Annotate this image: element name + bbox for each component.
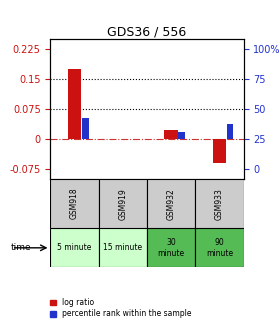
Bar [50, 228, 99, 267]
Bar [99, 228, 147, 267]
Bar [147, 228, 195, 267]
Bar [147, 179, 195, 228]
Bar [213, 139, 226, 163]
Bar [82, 118, 88, 139]
Text: GSM919: GSM919 [118, 188, 127, 219]
Text: GSM933: GSM933 [215, 188, 224, 220]
Text: 30
minute: 30 minute [158, 238, 185, 258]
Legend: log ratio, percentile rank within the sample: log ratio, percentile rank within the sa… [49, 297, 193, 320]
Bar [178, 132, 185, 139]
Bar [195, 179, 244, 228]
Bar [227, 124, 234, 139]
Bar [68, 69, 81, 139]
Bar [164, 130, 178, 139]
Text: 90
minute: 90 minute [206, 238, 233, 258]
Text: 5 minute: 5 minute [57, 243, 92, 252]
Text: GSM932: GSM932 [167, 188, 176, 219]
Text: 15 minute: 15 minute [103, 243, 143, 252]
Bar [99, 179, 147, 228]
Bar [50, 179, 99, 228]
Text: GSM918: GSM918 [70, 188, 79, 219]
Bar [195, 228, 244, 267]
Text: time: time [11, 243, 32, 252]
Title: GDS36 / 556: GDS36 / 556 [107, 25, 187, 38]
